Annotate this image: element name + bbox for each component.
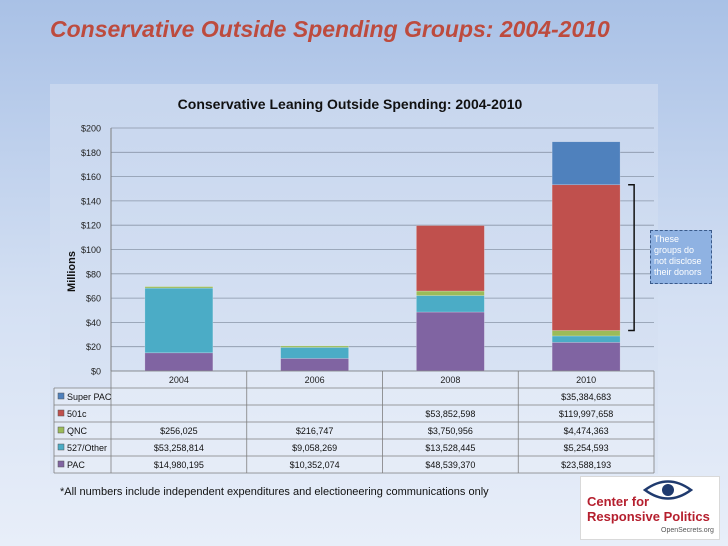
bracket <box>628 183 635 332</box>
data-label: $23,588,193 <box>561 460 611 470</box>
legend-label: Super PAC <box>67 392 112 402</box>
bar-527-other-2008 <box>416 295 485 313</box>
x-tick-label: 2008 <box>440 375 460 385</box>
data-label: $35,384,683 <box>561 392 611 402</box>
bar-pac-2010 <box>551 342 621 372</box>
data-label: $256,025 <box>160 426 198 436</box>
table-body-bg <box>54 388 654 473</box>
data-label: $48,539,370 <box>425 460 475 470</box>
data-label: $4,474,363 <box>564 426 609 436</box>
x-tick-label: 2004 <box>169 375 189 385</box>
logo-line-2: Responsive Politics <box>587 509 710 524</box>
data-label: $53,258,814 <box>154 443 204 453</box>
legend-swatch <box>57 443 65 451</box>
logo-line-1: Center for <box>587 494 650 509</box>
y-tick-label: $60 <box>86 294 101 304</box>
y-tick-label: $160 <box>81 172 101 182</box>
data-label: $14,980,195 <box>154 460 204 470</box>
legend-label: 527/Other <box>67 443 107 453</box>
bar-qnc-2006 <box>280 345 349 348</box>
data-label: $9,058,269 <box>292 443 337 453</box>
bar-qnc-2004 <box>144 286 214 289</box>
y-axis-label: Millions <box>66 251 78 292</box>
y-tick-label: $120 <box>81 221 101 231</box>
y-tick-label: $140 <box>81 196 101 206</box>
eye-icon <box>643 480 693 500</box>
bar-qnc-2010 <box>551 330 621 337</box>
y-tick-label: $40 <box>86 318 101 328</box>
callout-box: These groups do not disclose their donor… <box>650 230 712 284</box>
bar-pac-2006 <box>280 358 349 372</box>
logo-line-3: OpenSecrets.org <box>661 527 714 534</box>
chart-title: Conservative Leaning Outside Spending: 2… <box>177 96 523 112</box>
data-label: $53,852,598 <box>425 409 475 419</box>
y-tick-label: $180 <box>81 148 101 158</box>
bar-501c-2008 <box>416 225 485 292</box>
bar-527-other-2004 <box>144 287 214 354</box>
data-label: $13,528,445 <box>425 443 475 453</box>
y-tick-label: $20 <box>86 342 101 352</box>
legend-label: 501c <box>67 409 87 419</box>
bar-527-other-2010 <box>551 335 621 343</box>
bar-super-pac-2010 <box>551 141 621 186</box>
slide-title: Conservative Outside Spending Groups: 20… <box>50 16 610 42</box>
y-tick-label: $80 <box>86 269 101 279</box>
legend-swatch <box>57 392 65 400</box>
bar-501c-2010 <box>551 184 621 331</box>
legend-swatch <box>57 409 65 417</box>
data-label: $5,254,593 <box>564 443 609 453</box>
y-tick-label: $200 <box>81 124 101 134</box>
data-label: $119,997,658 <box>559 409 613 419</box>
x-tick-label: 2010 <box>576 375 596 385</box>
legend-swatch <box>57 426 65 434</box>
x-tick-label: 2006 <box>305 375 325 385</box>
bar-pac-2008 <box>416 311 485 372</box>
data-label: $10,352,074 <box>290 460 340 470</box>
legend-label: PAC <box>67 460 85 470</box>
bar-pac-2004 <box>144 352 214 372</box>
y-tick-label: $100 <box>81 245 101 255</box>
bar-qnc-2008 <box>416 290 485 296</box>
footnote: *All numbers include independent expendi… <box>60 486 489 498</box>
data-label: $3,750,956 <box>428 426 473 436</box>
y-tick-label: $0 <box>91 367 101 377</box>
bar-527-other-2006 <box>280 347 349 359</box>
data-label: $216,747 <box>296 426 334 436</box>
crp-logo: Center for Responsive Politics OpenSecre… <box>580 476 720 540</box>
legend-label: QNC <box>67 426 88 436</box>
legend-swatch <box>57 460 65 468</box>
